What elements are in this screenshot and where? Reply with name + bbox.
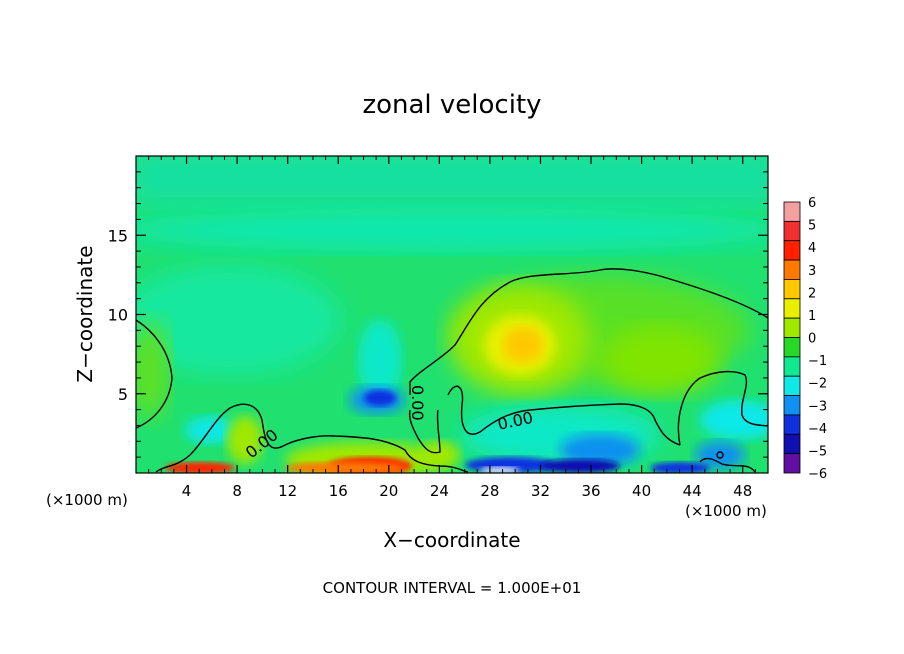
x-tick-label: 28 (480, 482, 499, 500)
zero-contour-center (408, 409, 441, 454)
colorbar-label: −1 (808, 354, 827, 369)
contour-interval-note: CONTOUR INTERVAL = 1.000E+01 (323, 579, 582, 597)
colorbar-swatch (783, 259, 801, 280)
colorbar-label: −3 (808, 399, 827, 414)
colorbar-label: −6 (808, 467, 827, 482)
zero-contour-bottom-left (155, 403, 469, 473)
zero-contour-main (409, 268, 768, 395)
zero-contours (136, 268, 768, 473)
colorbar-swatch (783, 201, 801, 222)
colorbar-label: 4 (808, 241, 816, 256)
contour-label: 0.00 (408, 385, 427, 421)
y-tick-label: 5 (118, 385, 128, 404)
x-unit-right: (×1000 m) (685, 502, 767, 520)
field-shading (136, 156, 768, 473)
plot-area: 0.00 0.00 0.00 (135, 155, 769, 474)
x-tick-label: 24 (430, 482, 449, 500)
colorbar-swatch (783, 375, 801, 396)
x-tick-label: 32 (531, 482, 550, 500)
x-tick-label: 40 (632, 482, 651, 500)
x-axis-label: X−coordinate (383, 528, 520, 552)
colorbar-label: −4 (808, 422, 827, 437)
x-tick-label: 36 (581, 482, 600, 500)
colorbar-label: 6 (808, 196, 816, 211)
colorbar-swatch (783, 453, 801, 474)
zero-contour-right (677, 370, 768, 446)
x-tick-label: 12 (278, 482, 297, 500)
zero-contour-left (136, 319, 173, 429)
colorbar-label: 1 (808, 309, 816, 324)
colorbar-swatch (783, 279, 801, 300)
colorbar-swatch (783, 298, 801, 319)
x-tick-label: 8 (232, 482, 242, 500)
y-axis-ticks: 5 10 15 (108, 171, 768, 458)
x-tick-label: 16 (329, 482, 348, 500)
colorbar-swatch (783, 433, 801, 455)
colorbar: 6 5 4 3 2 1 0 −1 −2 −3 −4 −5 −6 (783, 196, 827, 482)
colorbar-label: 5 (808, 219, 816, 234)
y-axis-label: Z−coordinate (73, 245, 97, 382)
colorbar-swatch (783, 337, 801, 358)
colorbar-swatch (783, 395, 801, 416)
colorbar-swatches (783, 201, 801, 474)
x-tick-label: 20 (379, 482, 398, 500)
colorbar-label: 0 (808, 332, 816, 347)
colorbar-swatch (783, 317, 801, 338)
colorbar-swatch (783, 356, 801, 377)
colorbar-swatch (783, 414, 801, 435)
colorbar-swatch (783, 240, 801, 261)
colorbar-labels: 6 5 4 3 2 1 0 −1 −2 −3 −4 −5 −6 (808, 196, 827, 482)
y-tick-label: 10 (108, 306, 128, 325)
x-unit-left: (×1000 m) (46, 491, 128, 509)
zero-contour-lobe (447, 385, 681, 446)
x-axis-ticks: 4 8 12 16 20 24 28 32 36 40 44 48 (148, 156, 756, 500)
colorbar-label: 2 (808, 286, 816, 301)
y-tick-label: 15 (108, 226, 128, 245)
colorbar-label: −5 (808, 444, 827, 459)
x-tick-label: 44 (683, 482, 702, 500)
chart-title: zonal velocity (362, 90, 541, 120)
colorbar-swatch (783, 220, 801, 242)
zero-contour-small (699, 457, 756, 473)
colorbar-label: 3 (808, 264, 816, 279)
x-tick-label: 4 (182, 482, 192, 500)
colorbar-label: −2 (808, 377, 827, 392)
x-tick-label: 48 (733, 482, 752, 500)
zero-contour-dot (716, 451, 724, 459)
